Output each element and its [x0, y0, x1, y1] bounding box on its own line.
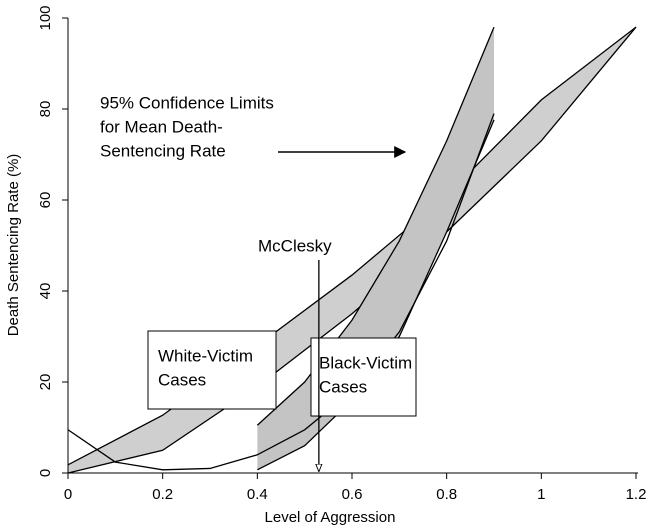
y-tick-label: 80: [37, 101, 54, 118]
annotation: Sentencing Rate: [100, 141, 226, 160]
y-tick-label: 20: [37, 374, 54, 391]
curve: [68, 113, 495, 471]
label-box: [310, 337, 417, 417]
x-tick-label: 1: [537, 486, 545, 503]
annotation: White-Victim: [158, 346, 253, 365]
confidence-band: [257, 27, 494, 470]
annotation: for Mean Death-: [100, 117, 223, 136]
annotation: Black-Victim: [319, 353, 412, 372]
y-tick-label: 0: [37, 469, 54, 477]
band-edge: [68, 26, 637, 473]
x-tick-label: 1.2: [626, 486, 647, 503]
x-tick-label: 0.6: [342, 486, 363, 503]
confidence-band: [68, 27, 636, 473]
annotation: Cases: [319, 377, 367, 396]
y-axis-label: Death Sentencing Rate (%): [5, 154, 22, 337]
x-tick-label: 0.2: [152, 486, 173, 503]
x-tick-label: 0: [64, 486, 72, 503]
y-tick-label: 100: [37, 5, 54, 30]
x-tick-label: 0.4: [247, 486, 268, 503]
y-tick-label: 60: [37, 192, 54, 209]
annotation: Cases: [158, 370, 206, 389]
band-edge: [256, 26, 495, 426]
y-tick-label: 40: [37, 283, 54, 300]
band-edge: [68, 26, 637, 466]
annotation: 95% Confidence Limits: [100, 93, 274, 112]
x-axis-label: Level of Aggression: [265, 509, 396, 526]
label-box: [147, 330, 277, 410]
annotation: McClesky: [258, 236, 332, 255]
x-tick-label: 0.8: [436, 486, 457, 503]
plot-area: [68, 26, 637, 473]
